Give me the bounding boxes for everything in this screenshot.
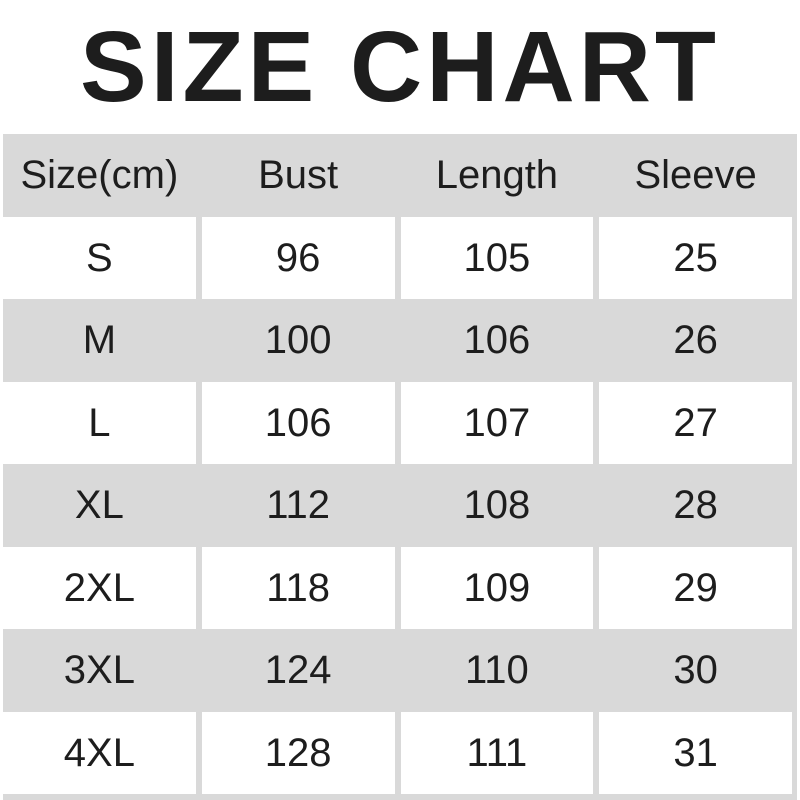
- title-bar: SIZE CHART: [0, 0, 800, 134]
- length-cell: 108: [400, 464, 594, 547]
- table-row-2xl: 2XL 118 109 29: [3, 546, 797, 629]
- table-row-3xl: 3XL 124 110 30: [3, 629, 797, 712]
- size-cell: L: [3, 381, 196, 464]
- size-cell: 3XL: [3, 629, 196, 712]
- size-cell: XL: [3, 464, 196, 547]
- bust-cell: 106: [201, 381, 395, 464]
- sleeve-cell: 30: [599, 629, 792, 712]
- bust-cell: 128: [201, 711, 395, 794]
- table-header-row: Size(cm) Bust Length Sleeve: [3, 134, 797, 217]
- bust-cell: 112: [201, 464, 395, 547]
- size-cell: M: [3, 299, 196, 382]
- header-cell-bust: Bust: [201, 134, 395, 217]
- length-cell: 106: [400, 299, 594, 382]
- table-row-4xl: 4XL 128 111 31: [3, 711, 797, 794]
- table-row-s: S 96 105 25: [3, 216, 797, 299]
- sleeve-cell: 31: [599, 711, 792, 794]
- header-cell-sleeve: Sleeve: [599, 134, 792, 217]
- sleeve-cell: 28: [599, 464, 792, 547]
- bust-cell: 124: [201, 629, 395, 712]
- header-cell-size: Size(cm): [3, 134, 196, 217]
- size-cell: S: [3, 216, 196, 299]
- table-row-xl: XL 112 108 28: [3, 464, 797, 547]
- bust-cell: 118: [201, 546, 395, 629]
- bust-cell: 96: [201, 216, 395, 299]
- sleeve-cell: 27: [599, 381, 792, 464]
- sleeve-cell: 26: [599, 299, 792, 382]
- table-row-l: L 106 107 27: [3, 381, 797, 464]
- sleeve-cell: 25: [599, 216, 792, 299]
- sleeve-cell: 29: [599, 546, 792, 629]
- size-cell: 4XL: [3, 711, 196, 794]
- length-cell: 109: [400, 546, 594, 629]
- table-row-m: M 100 106 26: [3, 299, 797, 382]
- page-title: SIZE CHART: [80, 11, 720, 123]
- bust-cell: 100: [201, 299, 395, 382]
- size-chart-table: Size(cm) Bust Length Sleeve S 96 105 25 …: [3, 134, 797, 800]
- length-cell: 105: [400, 216, 594, 299]
- size-cell: 2XL: [3, 546, 196, 629]
- length-cell: 111: [400, 711, 594, 794]
- length-cell: 107: [400, 381, 594, 464]
- header-cell-length: Length: [400, 134, 594, 217]
- length-cell: 110: [400, 629, 594, 712]
